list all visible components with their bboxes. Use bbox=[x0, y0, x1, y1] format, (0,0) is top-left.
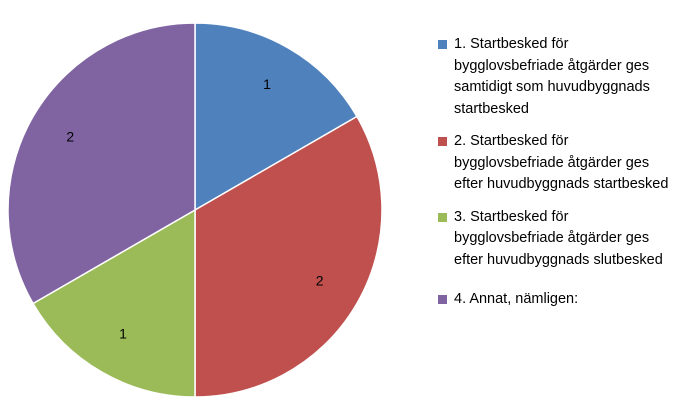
pie-data-labels: 1 2 1 2 bbox=[66, 76, 323, 341]
legend-swatch-4 bbox=[438, 295, 447, 304]
pie-slice-4 bbox=[7, 22, 196, 305]
pie-slices bbox=[7, 22, 383, 398]
legend-label-2: 2. Startbesked för bygglovsbefriade åtgä… bbox=[454, 133, 669, 192]
legend-label-3: 3. Startbesked för bygglovsbefriade åtgä… bbox=[454, 208, 663, 268]
data-label-1: 1 bbox=[263, 76, 271, 92]
legend-swatch-3 bbox=[438, 212, 447, 222]
legend-item-1: 1. Startbesked för bygglovsbefriade åtgä… bbox=[438, 34, 678, 120]
legend-swatch-2 bbox=[438, 137, 447, 146]
chart-legend: 1. Startbesked för bygglovsbefriade åtgä… bbox=[438, 34, 678, 322]
data-label-4: 2 bbox=[66, 129, 74, 145]
legend-swatch-1 bbox=[438, 40, 447, 49]
pie-slice-1 bbox=[194, 22, 358, 212]
pie-slice-2 bbox=[194, 115, 383, 398]
legend-item-2: 2. Startbesked för bygglovsbefriade åtgä… bbox=[438, 131, 678, 196]
data-label-2: 2 bbox=[316, 273, 324, 289]
legend-item-3: 3. Startbesked för bygglovsbefriade åtgä… bbox=[438, 207, 678, 272]
pie-slice-3 bbox=[32, 208, 196, 398]
legend-label-4: 4. Annat, nämligen: bbox=[454, 291, 579, 307]
data-label-3: 1 bbox=[119, 325, 127, 341]
legend-item-4: 4. Annat, nämligen: bbox=[438, 289, 678, 311]
pie-chart: 1 2 1 2 bbox=[7, 22, 383, 398]
legend-label-1: 1. Startbesked för bygglovsbefriade åtgä… bbox=[454, 36, 650, 117]
